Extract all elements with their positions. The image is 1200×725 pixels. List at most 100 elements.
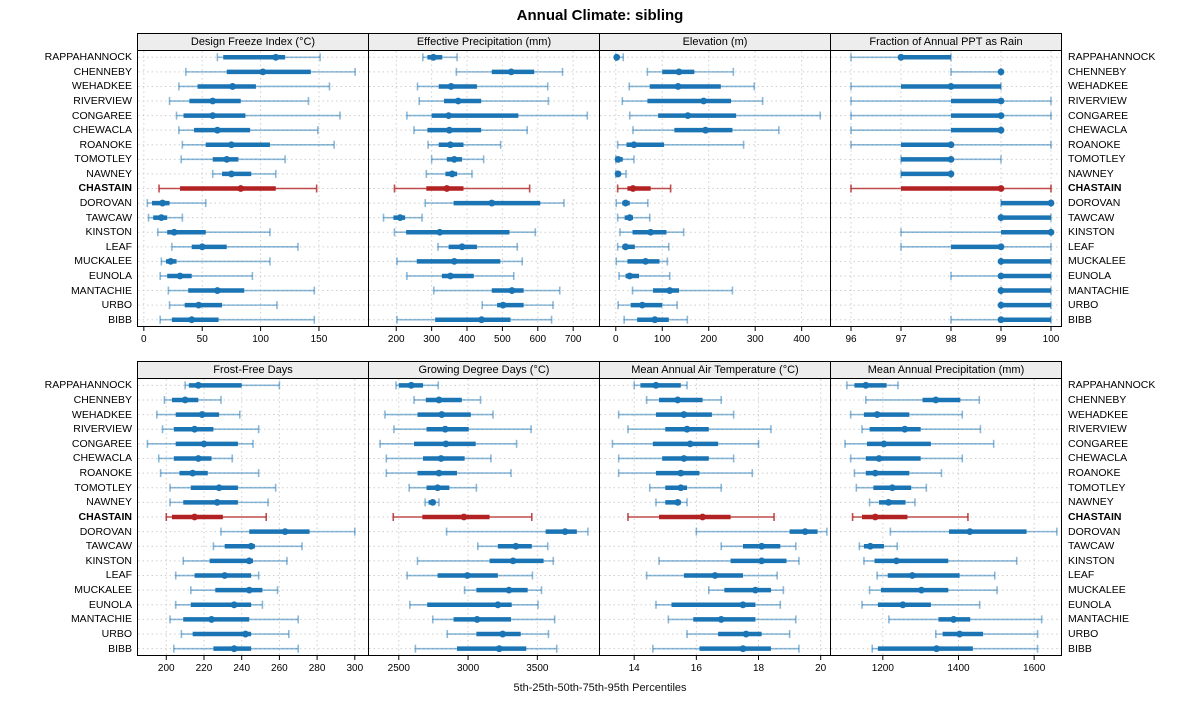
percentile-row [212,542,303,551]
panel-strip-title: Design Freeze Index (°C) [137,33,369,50]
percentile-row [168,97,310,106]
series-label: CHENNEBY [73,393,132,406]
percentile-row [174,600,264,609]
percentile-row [997,301,1052,310]
percentile-row [446,630,550,639]
axis-tick-label: 260 [271,663,288,674]
bottom-panel-band: RAPPAHANNOCK CHENNEBY WEHADKEE RIVERVIEW CON… [0,361,1200,676]
series-label: MANTACHIE [1068,613,1130,626]
percentile-row [432,286,561,295]
percentile-row [385,469,512,478]
percentile-row [379,439,518,448]
axis-tick-label: 0 [141,334,147,345]
percentile-row [950,315,1052,324]
percentile-row [632,126,780,135]
percentile-row [463,586,543,595]
series-label: BIBB [108,313,132,326]
axis-tick-label: 300 [747,334,764,345]
axis-tick-label: 1600 [1023,663,1046,674]
percentile-row [616,140,745,149]
percentile-row [667,615,797,624]
percentile-row [855,483,928,492]
series-label: WEHADKEE [1068,80,1129,93]
percentile-row [168,301,278,310]
series-label: DOROVAN [79,525,132,538]
panel-strip-title: Fraction of Annual PPT as Rain [830,33,1062,50]
percentile-row [889,527,1058,536]
series-label: MANTACHIE [70,284,132,297]
percentile-row [476,542,549,551]
percentile-plot: 200 220 240 260 280 300 [137,378,369,674]
series-label: CONGAREE [71,109,132,122]
percentile-row [146,439,254,448]
series-label: KINSTON [85,554,132,567]
percentile-row [616,184,672,193]
series-label: DOROVAN [1068,197,1121,210]
axis-tick-label: 600 [529,334,546,345]
percentile-row [615,199,649,208]
axis-tick-label: 1400 [947,663,970,674]
percentile-row [406,271,515,280]
series-label: EUNOLA [88,269,132,282]
series-label: ROANOKE [79,138,132,151]
axis-tick-label: 0 [613,334,619,345]
panel: Mean Annual Precipitation (mm) 1200 1400 16… [830,361,1062,676]
percentile-row [853,469,943,478]
series-label: TAWCAW [1068,540,1115,553]
percentile-row [430,155,485,164]
series-label: RAPPAHANNOCK [44,379,132,392]
figure-title: Annual Climate: sibling [516,7,684,24]
percentile-row [185,67,356,76]
row-labels-left-bottom: RAPPAHANNOCK CHENNEBY WEHADKEE RIVERVIEW CON… [0,361,137,656]
percentile-row [437,242,519,251]
percentile-row [850,82,1002,91]
percentile-row [850,140,1052,149]
series-label: WEHADKEE [71,80,132,93]
series-label: KINSTON [1068,226,1115,239]
axis-tick-label: 1200 [872,663,895,674]
series-label: CONGAREE [1068,109,1129,122]
series-label: TOMOTLEY [74,481,132,494]
percentile-row [169,498,269,507]
series-label: ROANOKE [79,467,132,480]
series-label: URBO [1068,627,1099,640]
percentile-row [707,586,785,595]
percentile-row [861,425,982,434]
series-label: CHEWACLA [1068,124,1128,137]
axis-tick-label: 400 [459,334,476,345]
percentile-row [846,381,899,390]
row-labels-right-top: RAPPAHANNOCK CHENNEBY WEHADKEE RIVERVIEW CON… [1062,33,1197,327]
percentile-row [169,483,277,492]
percentile-row [652,644,800,653]
percentile-row [416,556,555,565]
series-label: NAWNEY [86,496,132,509]
percentile-row [395,381,440,390]
percentile-row [611,439,760,448]
series-label: NAWNEY [86,167,132,180]
axis-tick-label: 2500 [388,663,411,674]
percentile-row [425,169,473,178]
percentile-row [900,169,955,178]
axis-tick-label: 3500 [526,663,549,674]
percentile-row [619,228,685,237]
series-label: BIBB [1068,642,1092,655]
series-label: CHENNEBY [1068,65,1127,78]
percentile-row [617,301,678,310]
percentile-row [180,155,286,164]
percentile-row [184,381,281,390]
series-label: MANTACHIE [1068,284,1130,297]
percentile-row [645,395,723,404]
series-label: NAWNEY [1068,496,1114,509]
percentile-row [863,556,1018,565]
percentile-row [655,498,688,507]
series-label: CHASTAIN [78,510,132,523]
series-label: BIBB [108,642,132,655]
axis-tick-label: 3000 [457,663,480,674]
percentile-row [617,469,754,478]
series-label: TAWCAW [1068,211,1115,224]
percentile-row [408,483,478,492]
percentile-row [658,556,800,565]
percentile-row [159,271,254,280]
axis-tick-label: 150 [311,334,328,345]
percentile-row [617,454,735,463]
